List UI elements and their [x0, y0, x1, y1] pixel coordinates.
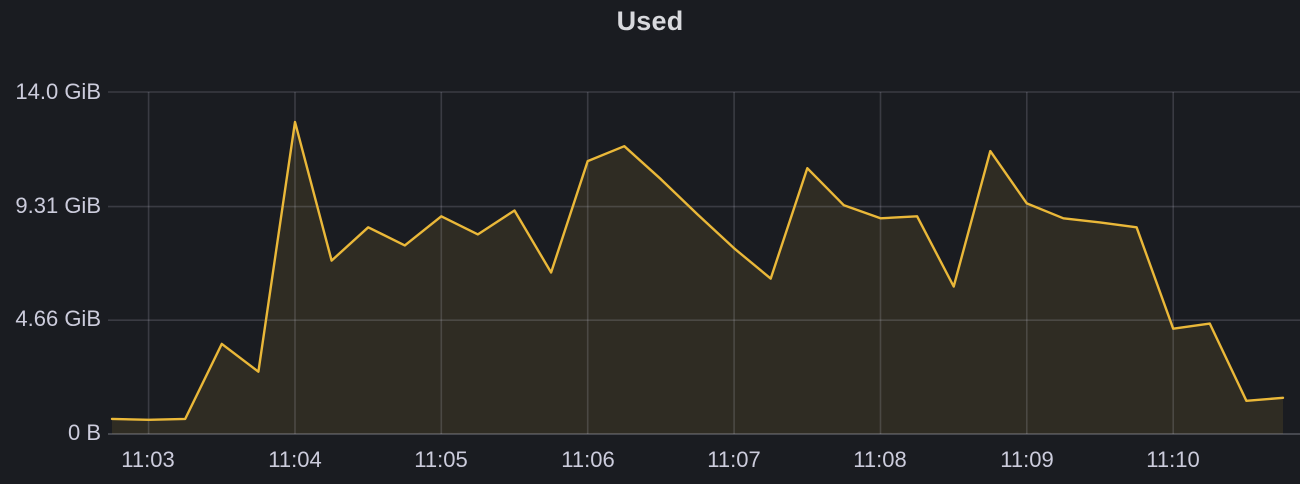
y-tick-label: 0 B: [67, 420, 101, 445]
x-tick-label: 11:10: [1146, 447, 1200, 472]
y-tick-label: 14.0 GiB: [15, 79, 101, 104]
x-tick-label: 11:05: [414, 447, 468, 472]
y-tick-label: 4.66 GiB: [15, 306, 101, 331]
panel-title: Used: [616, 6, 684, 36]
series-line-used: [110, 120, 1285, 421]
x-tick-label: 11:08: [853, 447, 907, 472]
x-tick-label: 11:09: [1000, 447, 1054, 472]
x-tick-label: 11:07: [707, 447, 761, 472]
x-tick-label: 11:03: [121, 447, 175, 472]
series-area-fill: [112, 122, 1283, 434]
y-tick-label: 9.31 GiB: [15, 193, 101, 218]
x-tick-label: 11:04: [268, 447, 322, 472]
x-tick-label: 11:06: [561, 447, 615, 472]
